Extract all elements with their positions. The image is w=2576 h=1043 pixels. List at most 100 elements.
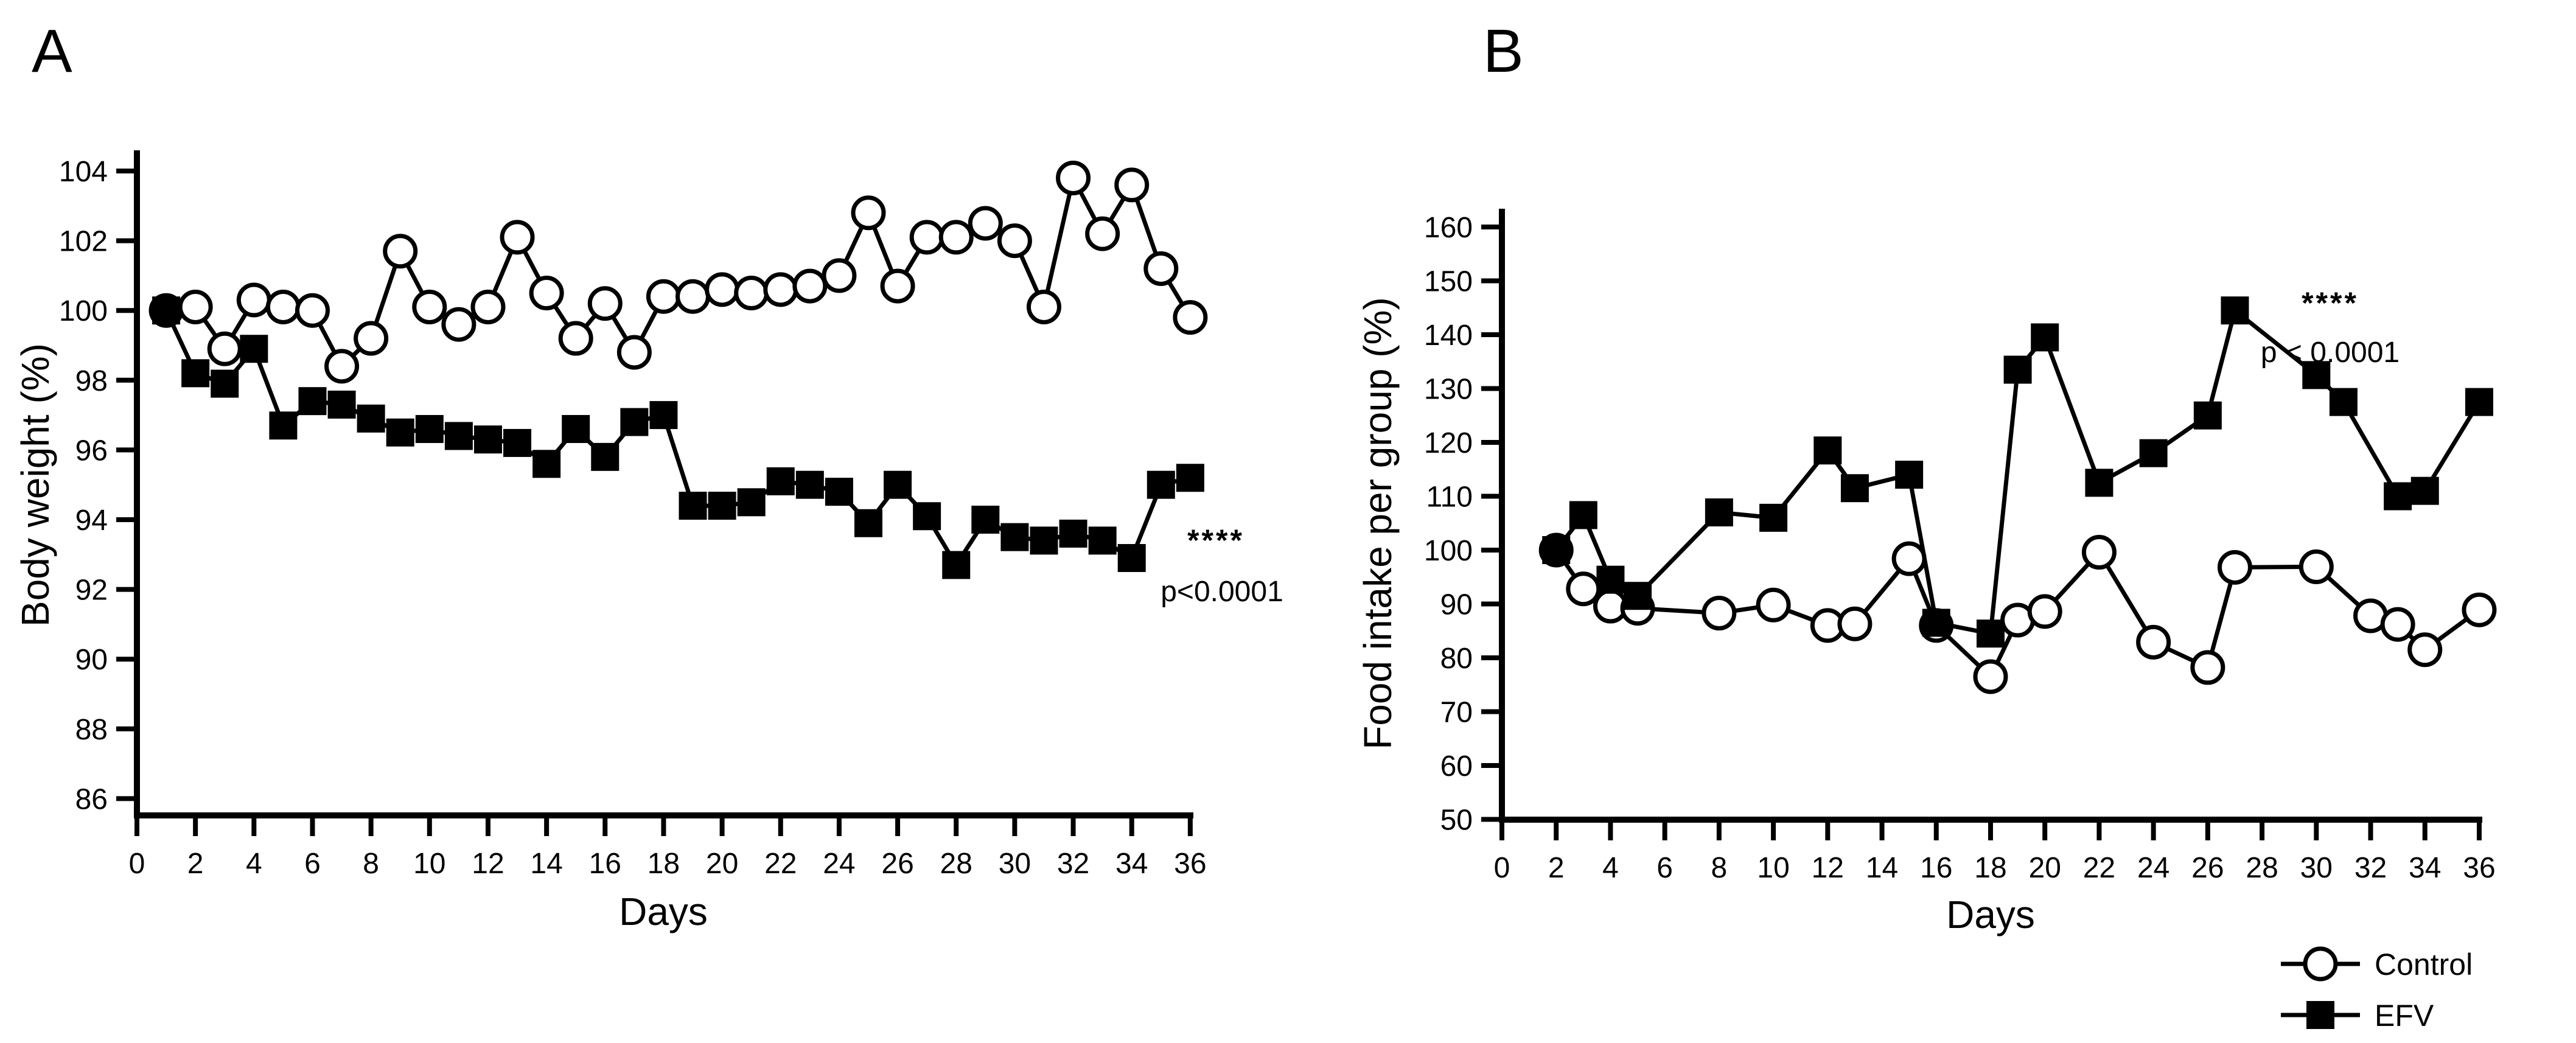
series-efv <box>152 296 1204 579</box>
y-tick-label: 100 <box>59 295 108 327</box>
efv-data-point <box>2329 388 2358 416</box>
control-data-point <box>909 220 944 255</box>
control-data-point <box>529 276 564 311</box>
legend-filled-square-icon <box>2306 1001 2334 1029</box>
control-data-point <box>616 335 652 370</box>
efv-data-point <box>562 415 590 444</box>
x-tick-label: 4 <box>1602 852 1619 884</box>
control-data-point <box>646 279 681 314</box>
efv-data-point <box>1030 526 1058 555</box>
efv-data-point <box>532 450 561 478</box>
control-data-point <box>2136 624 2171 660</box>
efv-data-point <box>211 369 239 398</box>
efv-data-point <box>766 467 795 495</box>
y-tick-label: 110 <box>1426 481 1473 514</box>
legend-label-efv: EFV <box>2375 999 2434 1033</box>
x-tick-label: 2 <box>1548 852 1565 884</box>
control-data-point <box>2407 632 2443 668</box>
efv-data-point <box>1000 523 1029 551</box>
x-tick-label: 34 <box>1115 848 1148 880</box>
x-tick-label: 26 <box>881 848 913 880</box>
control-data-point <box>207 331 242 366</box>
panel-letter: B <box>1483 17 1524 85</box>
efv-data-point <box>503 428 532 457</box>
y-tick-label: 50 <box>1440 804 1473 837</box>
x-axis-title: Days <box>1946 893 2035 937</box>
efv-data-point <box>2221 296 2249 325</box>
control-data-point <box>1085 216 1120 251</box>
y-tick-label: 104 <box>59 156 108 188</box>
y-tick-label: 70 <box>1440 697 1473 729</box>
x-tick-label: 0 <box>1494 852 1510 884</box>
efv-data-point <box>649 401 678 430</box>
efv-data-point <box>240 335 268 363</box>
efv-data-point <box>2384 482 2412 511</box>
x-tick-label: 16 <box>1920 852 1952 884</box>
control-data-point <box>675 279 711 314</box>
efv-data-point <box>1840 474 1869 503</box>
legend-open-circle-icon <box>2303 946 2338 982</box>
efv-data-point <box>269 411 298 440</box>
efv-data-point <box>1759 503 1788 532</box>
efv-data-point <box>884 470 912 499</box>
y-tick-label: 150 <box>1424 266 1473 298</box>
control-data-point <box>1891 541 1927 576</box>
control-data-point <box>587 286 623 321</box>
control-data-point <box>265 289 301 324</box>
x-tick-label: 32 <box>1057 848 1089 880</box>
control-data-point <box>441 307 476 342</box>
efv-data-point <box>591 442 620 471</box>
series-control <box>1538 532 2497 694</box>
x-tick-label: 4 <box>246 848 262 880</box>
efv-data-point <box>913 502 941 531</box>
efv-data-point <box>1088 526 1117 555</box>
x-tick-label: 20 <box>2029 852 2061 884</box>
x-tick-label: 28 <box>940 848 972 880</box>
y-tick-label: 90 <box>75 644 108 676</box>
x-tick-label: 30 <box>2300 852 2333 884</box>
legend: Control EFV <box>2281 946 2473 1033</box>
efv-data-point <box>1596 565 1625 594</box>
control-data-point <box>1143 251 1179 286</box>
y-tick-label: 86 <box>75 783 108 815</box>
control-data-point <box>734 276 769 311</box>
series-efv <box>1542 296 2493 648</box>
x-axis-title: Days <box>619 890 708 933</box>
y-tick-label: 140 <box>1424 319 1473 352</box>
efv-data-point <box>2410 476 2439 505</box>
y-tick-label: 96 <box>75 434 108 467</box>
efv-data-point <box>1117 544 1146 573</box>
control-data-point <box>178 289 213 324</box>
control-data-point <box>2380 607 2415 642</box>
x-tick-label: 8 <box>1711 852 1728 884</box>
efv-data-point <box>1059 519 1087 548</box>
efv-data-point <box>1569 501 1597 529</box>
efv-data-point <box>1542 536 1571 564</box>
y-axis-title: Food intake per group (%) <box>1356 297 1400 750</box>
control-data-point <box>295 293 330 328</box>
x-tick-label: 26 <box>2191 852 2224 884</box>
x-tick-label: 12 <box>472 848 504 880</box>
control-data-point <box>1173 300 1208 335</box>
x-tick-label: 18 <box>647 848 680 880</box>
x-tick-label: 10 <box>413 848 445 880</box>
x-tick-label: 34 <box>2409 852 2441 884</box>
x-tick-label: 22 <box>764 848 797 880</box>
x-tick-label: 6 <box>304 848 321 880</box>
efv-data-point <box>2465 388 2493 416</box>
control-data-point <box>968 206 1003 241</box>
efv-data-point <box>473 425 502 454</box>
efv-data-point <box>2003 355 2032 384</box>
control-data-point <box>822 258 857 293</box>
y-tick-label: 94 <box>75 504 108 537</box>
efv-data-point <box>1976 619 2005 648</box>
x-tick-label: 32 <box>2354 852 2387 884</box>
control-data-point <box>1566 571 1601 607</box>
efv-data-point <box>737 488 766 517</box>
control-data-point <box>1114 167 1150 203</box>
efv-data-point <box>1895 461 1924 489</box>
x-tick-label: 2 <box>187 848 204 880</box>
